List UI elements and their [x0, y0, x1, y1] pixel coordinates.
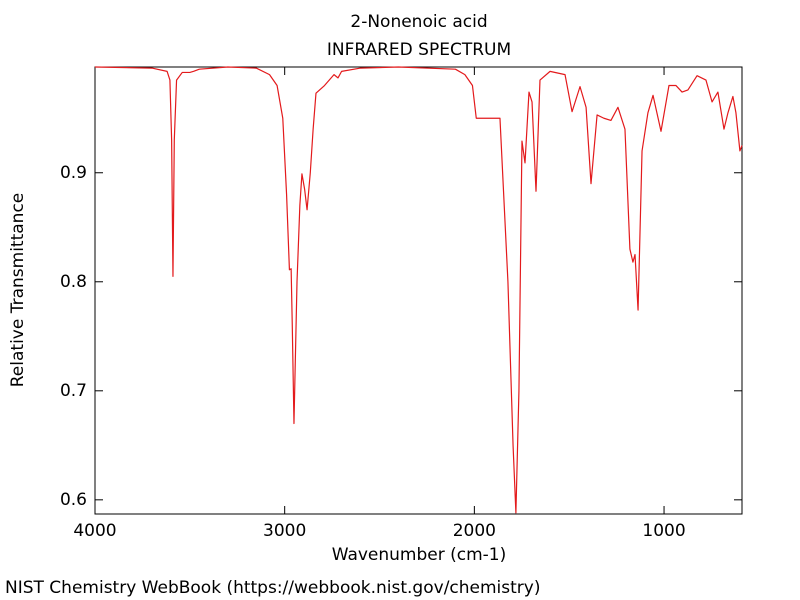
y-tick-label: 0.8: [60, 272, 87, 292]
x-tick-label: 4000: [73, 521, 116, 541]
chart-subtitle: INFRARED SPECTRUM: [327, 40, 511, 60]
plot-frame: [94, 66, 743, 515]
y-tick-label: 0.7: [60, 381, 87, 401]
spectrum-line: [94, 66, 743, 514]
x-tick-label: 3000: [263, 521, 306, 541]
x-axis-label: Wavenumber (cm-1): [332, 545, 507, 565]
x-tick-label: 1000: [642, 521, 685, 541]
chart-title: 2-Nonenoic acid: [350, 12, 487, 32]
y-axis-label: Relative Transmittance: [8, 193, 28, 388]
footer: NIST Chemistry WebBook (https://webbook.…: [5, 578, 540, 598]
y-tick-label: 0.9: [60, 163, 87, 183]
x-tick-label: 2000: [453, 521, 496, 541]
y-tick-label: 0.6: [60, 490, 87, 510]
